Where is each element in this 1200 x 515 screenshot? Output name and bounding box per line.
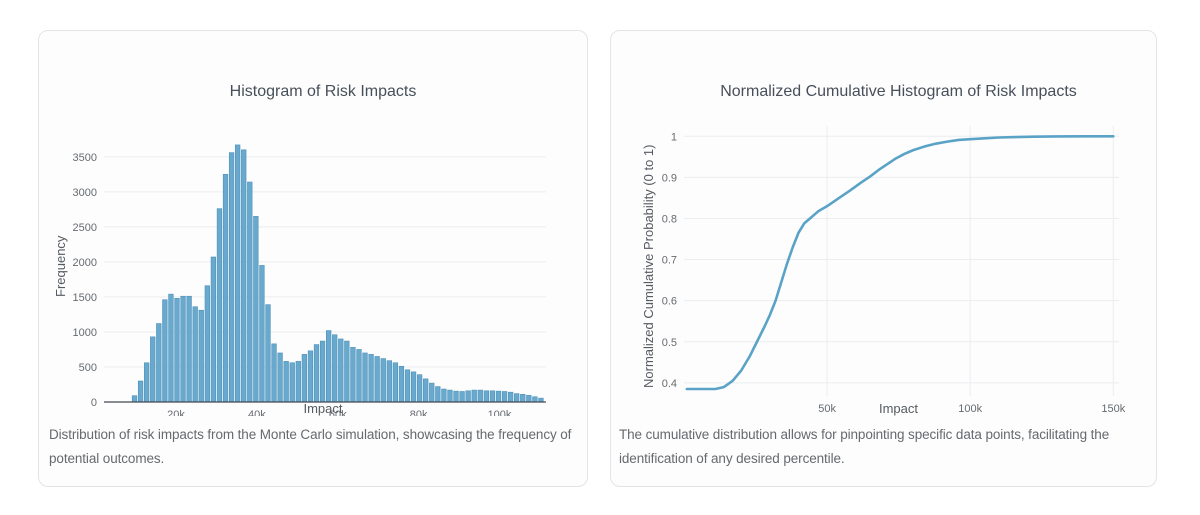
y-tick-label: 500 xyxy=(79,362,97,374)
cumulative-line xyxy=(685,134,1115,391)
x-tick-label: 40k xyxy=(248,409,266,416)
histogram-bar xyxy=(435,386,441,403)
y-tick-label: 3500 xyxy=(73,152,97,164)
histogram-x-axis-title: Impact xyxy=(303,401,343,416)
histogram-bar xyxy=(344,340,350,403)
y-tick-label: 0.4 xyxy=(662,378,677,390)
histogram-bar xyxy=(180,295,186,403)
histogram-card: Histogram of Risk Impacts Frequency 0 500… xyxy=(38,30,588,487)
histogram-bar xyxy=(313,344,320,403)
y-tick-label: 0.7 xyxy=(662,255,677,267)
histogram-bar xyxy=(144,362,150,403)
histogram-bar xyxy=(174,298,180,403)
histogram-bar xyxy=(137,380,144,403)
x-tick-label: 60k xyxy=(329,409,347,416)
y-tick-label: 1 xyxy=(671,131,677,143)
y-tick-label: 0.8 xyxy=(662,213,677,225)
histogram-bar xyxy=(423,378,429,403)
histogram-bar xyxy=(301,354,308,403)
histogram-bar xyxy=(198,309,204,403)
cumulative-card: Normalized Cumulative Histogram of Risk … xyxy=(610,30,1157,487)
x-tick-label: 80k xyxy=(410,409,428,416)
histogram-bars xyxy=(131,144,544,403)
histogram-bar xyxy=(380,358,386,403)
histogram-bar xyxy=(368,354,374,403)
histogram-bar xyxy=(259,265,265,403)
histogram-bar xyxy=(192,306,198,403)
y-tick-label: 1500 xyxy=(73,292,97,304)
cumulative-x-axis-title: Impact xyxy=(878,401,918,416)
histogram-bar xyxy=(289,362,295,403)
y-tick-label: 0.5 xyxy=(662,337,677,349)
histogram-bar xyxy=(204,285,210,403)
x-tick-label: 50k xyxy=(818,403,836,415)
histogram-bar xyxy=(362,352,368,403)
histogram-bar xyxy=(271,343,277,403)
y-tick-label: 2000 xyxy=(73,257,97,269)
histogram-bar xyxy=(326,330,332,403)
histogram-bar xyxy=(356,349,362,403)
y-tick-label: 2500 xyxy=(73,222,97,234)
y-tick-label: 0 xyxy=(91,397,97,409)
histogram-bar xyxy=(247,181,253,403)
histogram-bar xyxy=(374,356,380,403)
histogram-bar xyxy=(265,304,271,403)
histogram-bar xyxy=(150,336,156,403)
histogram-caption: Distribution of risk impacts from the Mo… xyxy=(49,427,572,466)
histogram-bar xyxy=(277,352,283,403)
x-tick-label: 100k xyxy=(958,403,982,415)
y-tick-label: 0.6 xyxy=(662,296,677,308)
histogram-bar xyxy=(228,152,235,403)
histogram-bar xyxy=(162,299,168,403)
histogram-bar xyxy=(222,174,229,403)
histogram-bar xyxy=(156,323,162,403)
histogram-plot[interactable]: 0 500 1000 1500 2000 2500 3000 3500 20k 40k 60k 80k… xyxy=(47,116,567,416)
histogram-bar xyxy=(398,365,405,403)
x-tick-label: 150k xyxy=(1101,403,1125,415)
histogram-bar xyxy=(307,350,314,403)
histogram-bar xyxy=(386,360,392,403)
histogram-bar xyxy=(295,361,301,403)
histogram-bar xyxy=(332,334,338,403)
histogram-bar xyxy=(338,338,344,403)
x-tick-label: 100k xyxy=(488,409,512,416)
histogram-bar xyxy=(392,362,398,403)
histogram-bar xyxy=(416,374,423,403)
y-tick-label: 1000 xyxy=(73,327,97,339)
histogram-bar xyxy=(404,369,411,403)
cumulative-caption: The cumulative distribution allows for p… xyxy=(619,427,1110,466)
y-tick-label: 3000 xyxy=(73,187,97,199)
histogram-bar xyxy=(253,216,259,403)
histogram-bar xyxy=(410,371,417,403)
histogram-bar xyxy=(216,208,223,403)
histogram-bar xyxy=(429,382,435,403)
histogram-bar xyxy=(350,347,356,403)
y-tick-label: 0.9 xyxy=(662,172,677,184)
histogram-bar xyxy=(168,293,174,403)
histogram-bar xyxy=(319,340,326,403)
histogram-title: Histogram of Risk Impacts xyxy=(229,83,417,100)
histogram-bar xyxy=(283,361,289,403)
histogram-bar xyxy=(210,256,217,403)
histogram-bar xyxy=(235,144,241,403)
cumulative-title: Normalized Cumulative Histogram of Risk … xyxy=(720,83,1077,100)
x-tick-label: 20k xyxy=(167,409,185,416)
histogram-bar xyxy=(241,149,247,403)
histogram-bar xyxy=(186,295,192,403)
